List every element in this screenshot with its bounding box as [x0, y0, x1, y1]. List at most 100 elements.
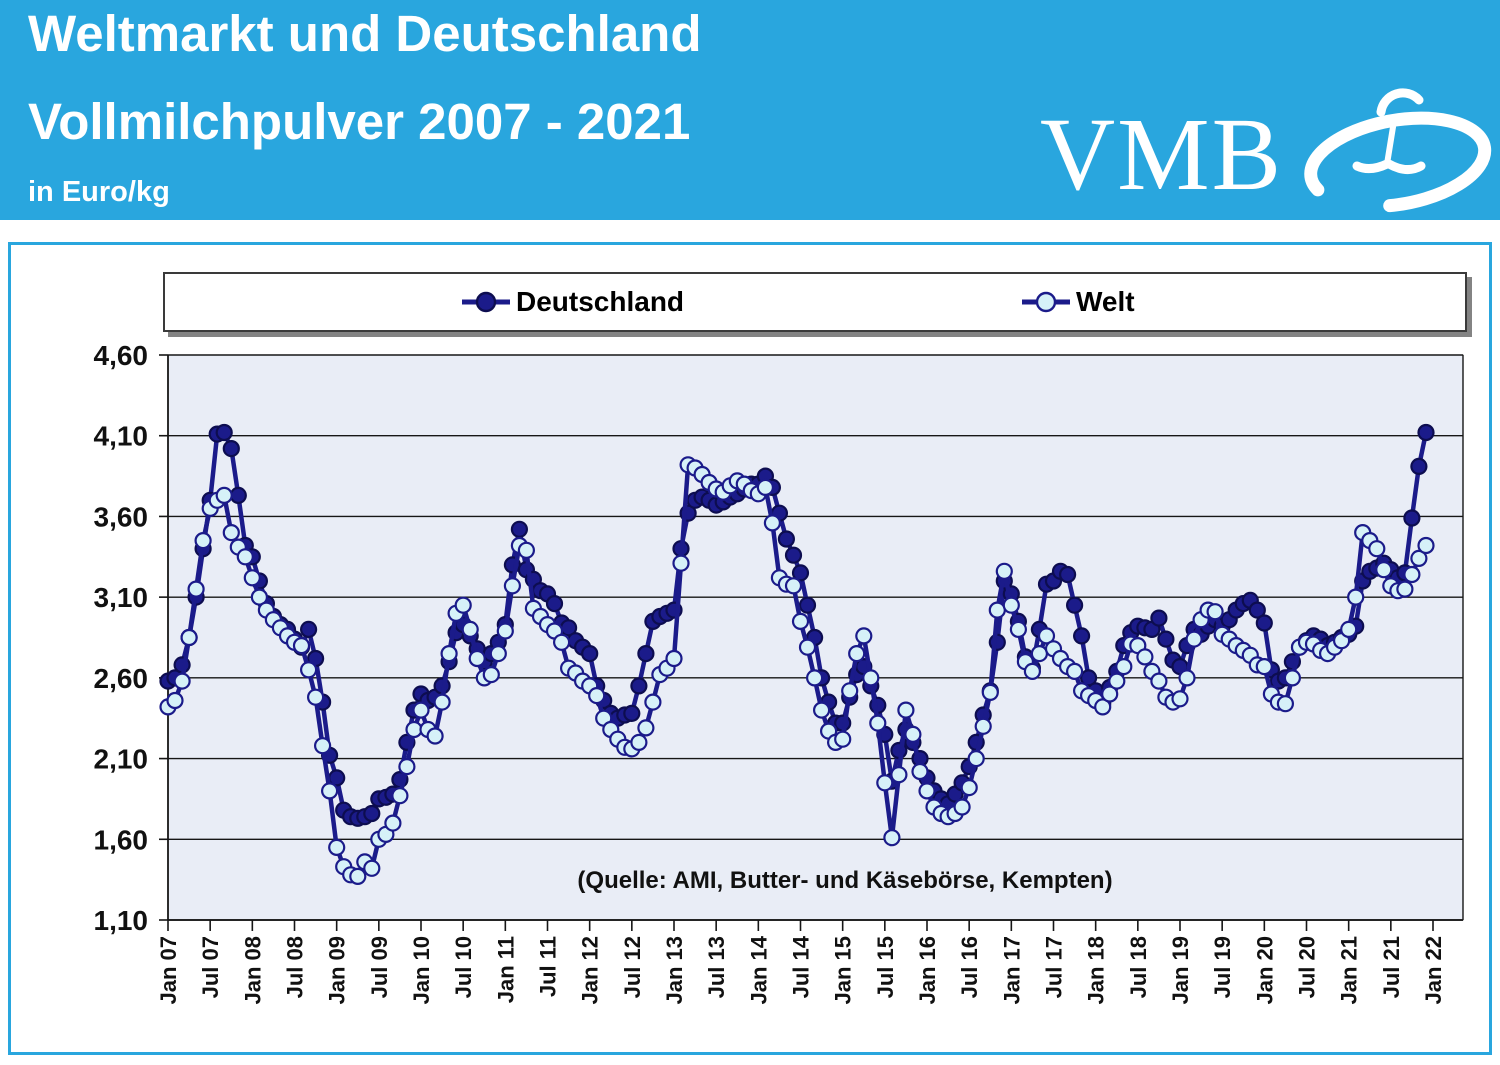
header-banner: Weltmarkt und Deutschland Vollmilchpulve…	[0, 0, 1500, 220]
x-axis-label: Jul 21	[1379, 936, 1404, 998]
source-annotation: (Quelle: AMI, Butter- und Käsebörse, Kem…	[577, 867, 1112, 894]
x-axis-label: Jul 11	[536, 936, 561, 997]
welt-point	[1283, 669, 1302, 687]
welt-point	[665, 649, 683, 668]
welt-point	[974, 717, 992, 735]
welt-point	[1185, 630, 1203, 648]
welt-point	[243, 569, 261, 587]
deutschland-point	[630, 677, 648, 695]
deutschland-point	[791, 564, 810, 582]
welt-point	[1037, 627, 1056, 645]
vmb-logo: VMB	[1040, 88, 1492, 220]
welt-point	[644, 693, 662, 711]
welt-point	[398, 757, 416, 776]
welt-point	[1368, 540, 1386, 558]
welt-point	[904, 725, 922, 744]
welt-point	[489, 644, 507, 663]
welt-point	[412, 701, 430, 719]
welt-point	[1108, 672, 1126, 690]
welt-point	[173, 672, 191, 690]
welt-point	[426, 727, 444, 745]
welt-point	[349, 867, 367, 886]
welt-point	[834, 730, 852, 748]
welt-point	[672, 554, 690, 572]
deutschland-point	[637, 644, 655, 663]
x-axis-label: Jan 13	[662, 936, 687, 1005]
welt-point	[468, 649, 486, 668]
deutschland-point	[1410, 457, 1428, 475]
x-axis-label: Jul 18	[1126, 936, 1151, 998]
welt-point	[461, 620, 479, 639]
y-axis-label: 3,10	[94, 582, 149, 613]
welt-point	[1115, 657, 1133, 676]
deutschland-point	[1157, 630, 1175, 648]
welt-point	[1009, 620, 1028, 639]
welt-point	[855, 627, 873, 645]
deutschland-point	[1058, 565, 1077, 584]
welt-point	[630, 733, 648, 752]
welt-point	[981, 683, 999, 702]
deutschland-point	[777, 530, 796, 548]
welt-point	[862, 669, 880, 687]
deutschland-point	[1248, 601, 1266, 619]
welt-point	[1255, 657, 1273, 676]
welt-point	[988, 601, 1006, 619]
deutschland-point	[363, 804, 381, 823]
welt-point	[876, 774, 894, 792]
legend-label: Welt	[1076, 286, 1135, 317]
welt-point	[222, 523, 240, 542]
welt-point	[637, 719, 655, 737]
x-axis-label: Jul 16	[957, 936, 982, 998]
deutschland-point	[581, 644, 599, 663]
legend-entry-deutschland: Deutschland	[460, 274, 684, 330]
welt-point	[1396, 580, 1414, 598]
y-axis-label: 2,10	[94, 744, 149, 775]
y-axis-label: 2,60	[94, 663, 149, 694]
welt-point	[166, 691, 184, 710]
welt-point	[328, 838, 346, 857]
deutschland-point	[1150, 609, 1168, 627]
y-axis-label: 3,60	[94, 501, 149, 532]
welt-point	[496, 622, 514, 640]
x-axis-label: Jan 10	[409, 936, 434, 1005]
welt-point	[890, 766, 908, 784]
x-axis-label: Jan 17	[999, 936, 1024, 1005]
welt-point	[1417, 536, 1435, 555]
x-axis-label: Jan 18	[1084, 936, 1109, 1005]
welt-point	[236, 548, 254, 566]
welt-point	[805, 669, 824, 687]
milk-swirl-icon	[1285, 82, 1495, 237]
deutschland-point	[1255, 614, 1273, 632]
welt-point	[314, 737, 332, 755]
x-axis-label: Jul 20	[1295, 936, 1320, 998]
welt-point	[433, 693, 451, 711]
vmb-logo-text: VMB	[1040, 97, 1283, 212]
welt-point	[454, 596, 472, 614]
welt-point	[391, 787, 409, 805]
x-axis-label: Jan 20	[1252, 936, 1277, 1005]
legend-entry-welt: Welt	[1020, 274, 1135, 330]
welt-point	[187, 580, 205, 598]
welt-point	[1410, 549, 1428, 568]
welt-point	[791, 612, 810, 631]
welt-point	[1403, 565, 1421, 584]
welt-point	[848, 644, 866, 663]
x-axis-label: Jul 19	[1210, 936, 1235, 998]
welt-point	[1065, 662, 1084, 681]
x-axis-label: Jul 17	[1042, 936, 1067, 998]
welt-point	[307, 688, 325, 706]
x-axis-label: Jan 11	[493, 936, 518, 1003]
welt-point	[869, 714, 887, 732]
welt-point	[215, 486, 233, 504]
x-axis-label: Jul 10	[451, 936, 476, 998]
welt-point	[482, 665, 500, 684]
welt-point	[1375, 561, 1393, 579]
welt-point	[784, 577, 803, 595]
deutschland-point	[784, 546, 803, 564]
chart-legend: Deutschland Welt	[163, 272, 1467, 332]
welt-point	[552, 633, 571, 651]
welt-point	[384, 814, 402, 832]
welt-point	[1023, 662, 1042, 681]
welt-point	[798, 638, 817, 656]
